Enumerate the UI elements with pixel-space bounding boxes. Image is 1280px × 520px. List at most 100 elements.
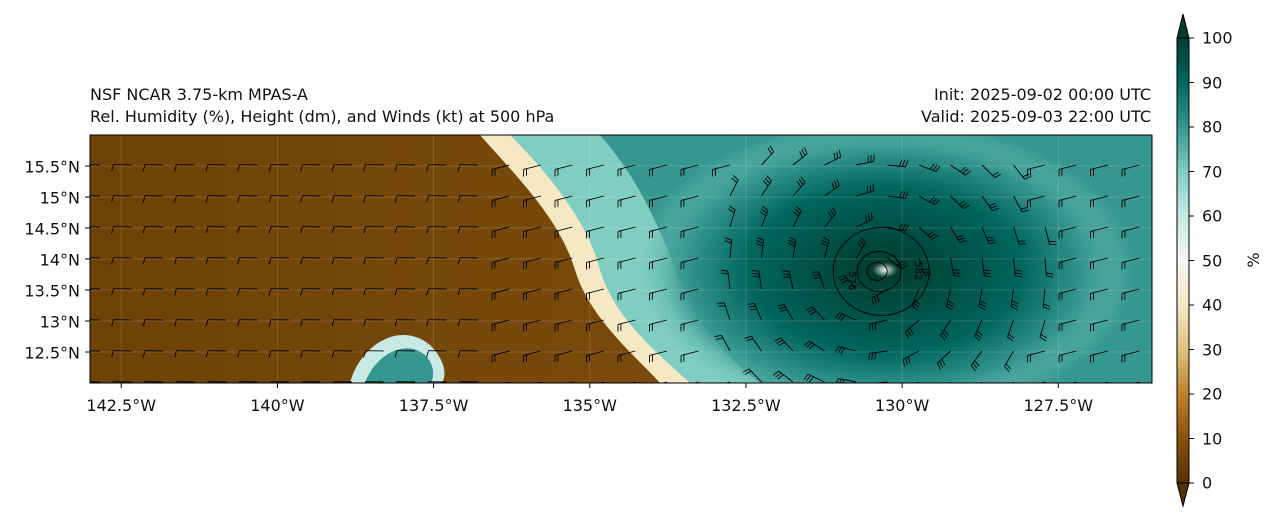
wind-barb [680, 164, 699, 177]
wind-barb [871, 288, 888, 306]
colorbar-tick-label: 90 [1202, 73, 1223, 92]
wind-barb [649, 226, 668, 239]
wind-barb [523, 350, 542, 363]
wind-barb [756, 237, 765, 259]
contour-label: 576 [846, 271, 857, 290]
wind-barb [268, 257, 290, 265]
wind-barb [363, 164, 384, 172]
wind-barb [331, 350, 353, 358]
wind-barb [1013, 195, 1030, 213]
plot-title-left: NSF NCAR 3.75-km MPAS-A Rel. Humidity (%… [90, 84, 554, 128]
wind-barb [680, 288, 699, 301]
wind-barb [1058, 319, 1077, 332]
wind-barb [680, 257, 699, 270]
wind-barb [777, 303, 794, 321]
wind-barb [617, 195, 636, 208]
lon-tick-label: 137.5°W [398, 396, 469, 415]
wind-barb [761, 145, 775, 166]
wind-barb [300, 257, 321, 265]
wind-barb [1121, 350, 1140, 363]
wind-barb [363, 195, 384, 203]
wind-barb [617, 226, 636, 239]
wind-barb [1090, 319, 1109, 332]
wind-barb [1058, 350, 1077, 363]
wind-barb [834, 345, 857, 355]
height-contour [866, 261, 888, 281]
wind-barb [174, 226, 195, 234]
wind-barb [426, 288, 447, 296]
wind-barb [761, 175, 772, 197]
wind-barb [237, 350, 258, 358]
wind-barb [1027, 164, 1046, 177]
wind-barb [394, 195, 416, 203]
wind-barb [363, 319, 384, 327]
wind-barb [90, 288, 101, 290]
wind-barb [90, 319, 101, 321]
wind-barb [1133, 381, 1140, 383]
wind-barb [503, 381, 510, 383]
plot-title-right: Init: 2025-09-02 00:00 UTC Valid: 2025-0… [921, 84, 1151, 128]
wind-barb [586, 226, 605, 239]
wind-barb [824, 150, 842, 166]
wind-barb [394, 319, 416, 327]
lon-tick-label: 140°W [250, 396, 305, 415]
wind-barb [981, 164, 1002, 179]
wind-barb [268, 164, 290, 172]
lat-tick-label: 12.5°N [24, 343, 80, 363]
lat-tick-label: 14°N [39, 250, 80, 270]
wind-barb [554, 257, 573, 270]
wind-barb [887, 257, 908, 270]
wind-barb [523, 257, 542, 270]
wind-barb [918, 257, 932, 276]
wind-barb [720, 269, 731, 290]
wind-barb [855, 154, 875, 166]
wind-barb [142, 319, 164, 327]
wind-barb [491, 195, 510, 208]
colorbar-extend-min [1176, 482, 1190, 508]
wind-barb [680, 226, 699, 239]
wind-barb [237, 257, 258, 265]
wind-barb [491, 257, 510, 270]
wind-barb [747, 302, 762, 321]
wind-barb [523, 319, 542, 332]
colorbar-tick-label: 60 [1202, 206, 1223, 226]
wind-barb [300, 350, 321, 358]
wind-barb [1090, 350, 1109, 363]
wind-barb [268, 288, 290, 296]
wind-barb [692, 381, 699, 383]
wind-barb [680, 319, 699, 332]
colorbar-tick-label: 20 [1202, 384, 1223, 404]
wind-barb [174, 288, 195, 296]
wind-barb [811, 271, 825, 290]
wind-barb [111, 288, 132, 296]
wind-barb [300, 319, 321, 327]
wind-barb [205, 257, 227, 265]
wind-barb [950, 226, 967, 243]
wind-barb [945, 288, 955, 311]
wind-barb [1044, 226, 1057, 245]
wind-barb [918, 163, 941, 173]
wind-barb [1012, 381, 1014, 383]
wind-barb [887, 159, 909, 168]
wind-barb [904, 319, 920, 339]
wind-barbs [90, 145, 1140, 383]
colorbar-tick-label: 100 [1202, 28, 1233, 48]
wind-barb [824, 207, 837, 228]
wind-barb [1058, 257, 1077, 270]
wind-barb [205, 319, 227, 327]
colorbar-tick-label: 10 [1202, 429, 1223, 448]
wind-barb [491, 350, 510, 363]
wind-barb [629, 381, 636, 383]
wind-barb [868, 350, 888, 361]
wind-barb [174, 164, 195, 172]
wind-barb [554, 350, 573, 363]
wind-barb [617, 288, 636, 301]
wind-barb [111, 164, 132, 172]
wind-barb [714, 334, 731, 352]
wind-barb [331, 288, 353, 296]
wind-barb [523, 288, 542, 301]
colorbar [1176, 13, 1194, 508]
wind-barb [205, 350, 227, 358]
wind-barb [855, 212, 873, 228]
wind-barb [1121, 288, 1140, 301]
